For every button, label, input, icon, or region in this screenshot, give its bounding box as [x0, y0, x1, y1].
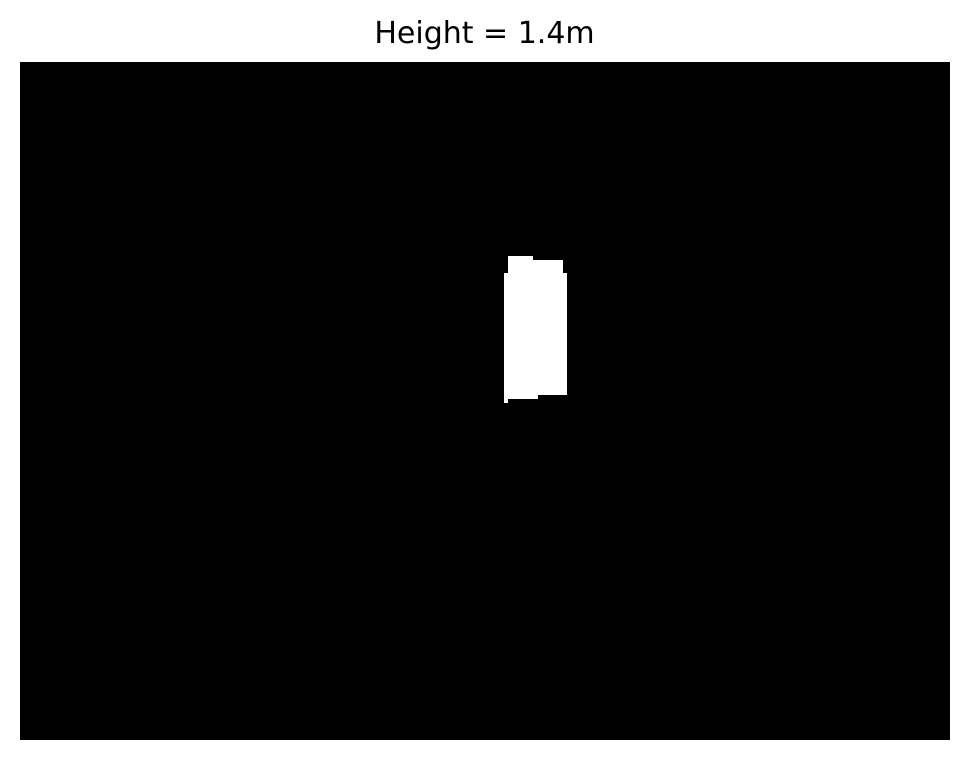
figure-title: Height = 1.4m [374, 16, 595, 51]
binary-mask-image [20, 62, 950, 740]
mask-shape [504, 256, 567, 403]
white-mask-region [504, 256, 567, 403]
